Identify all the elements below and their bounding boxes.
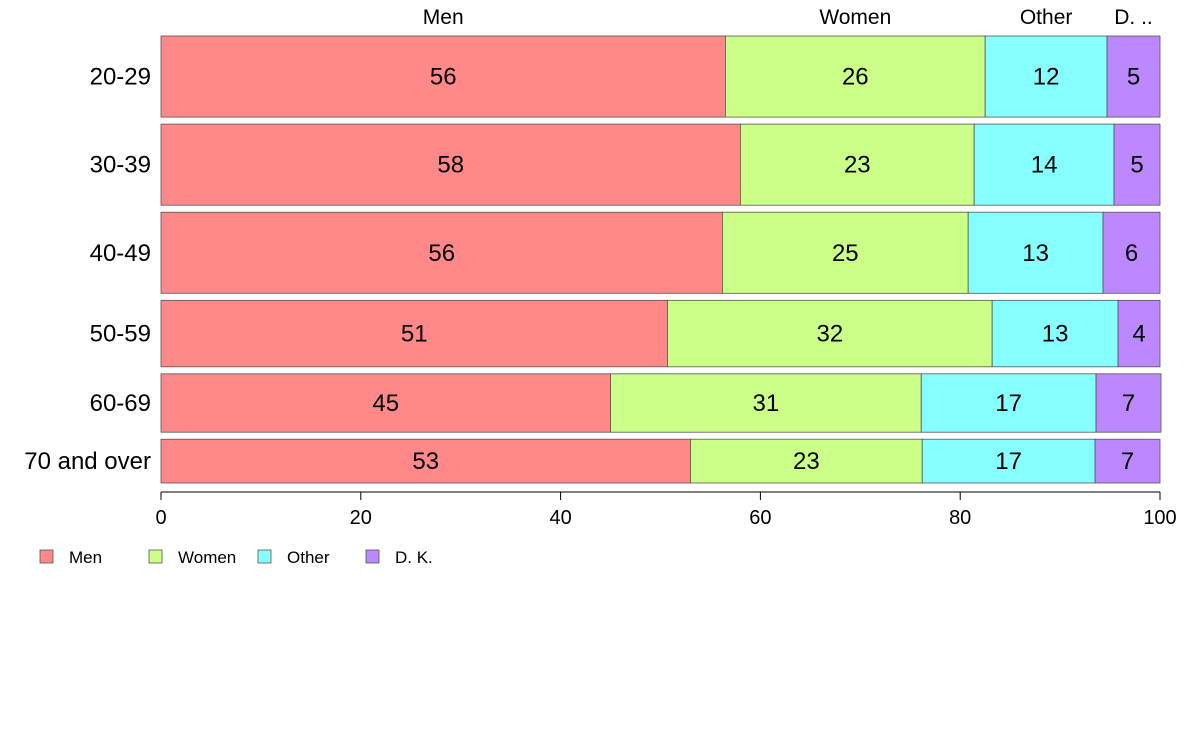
x-tick-label: 0: [155, 507, 166, 529]
bar-women-60-69: [610, 373, 922, 433]
bar-d-k-70-and-over: [1094, 438, 1161, 484]
data-label: 56: [428, 240, 455, 267]
x-tick-label: 60: [749, 507, 771, 529]
bar-men-30-39: [160, 123, 741, 206]
data-label: 4: [1132, 321, 1145, 348]
data-label: 13: [1022, 240, 1049, 267]
legend-label: Women: [178, 548, 236, 567]
column-header: Women: [819, 6, 891, 29]
category-label: 20-29: [90, 64, 151, 91]
bar-other-30-39: [973, 123, 1115, 206]
data-label: 6: [1125, 240, 1138, 267]
bar-other-50-59: [991, 299, 1119, 368]
data-label: 17: [995, 448, 1022, 475]
bar-other-70-and-over: [921, 438, 1096, 484]
x-tick-label: 80: [949, 507, 971, 529]
data-label: 25: [832, 240, 859, 267]
bar-women-30-39: [740, 123, 975, 206]
category-label: 60-69: [90, 390, 151, 417]
bar-women-50-59: [667, 299, 993, 368]
data-label: 26: [842, 64, 869, 91]
bar-other-60-69: [920, 373, 1097, 433]
x-tick-label: 20: [350, 507, 372, 529]
data-label: 32: [816, 321, 843, 348]
data-label: 23: [793, 448, 820, 475]
bar-d-k-50-59: [1117, 299, 1161, 368]
data-label: 56: [430, 64, 457, 91]
column-header: Other: [1020, 6, 1073, 29]
bar-men-20-29: [160, 35, 726, 118]
legend-label: Men: [69, 548, 102, 567]
x-tick-label: 40: [549, 507, 571, 529]
data-label: 5: [1130, 152, 1143, 179]
data-label: 53: [412, 448, 439, 475]
legend-swatch: [257, 549, 272, 564]
bar-women-40-49: [722, 211, 969, 294]
data-label: 14: [1031, 152, 1058, 179]
data-label: 45: [372, 390, 399, 417]
data-label: 12: [1033, 64, 1060, 91]
category-label: 70 and over: [24, 448, 151, 475]
data-label: 51: [401, 321, 428, 348]
bar-men-60-69: [160, 373, 611, 433]
category-label: 50-59: [90, 321, 151, 348]
bar-other-20-29: [984, 35, 1108, 118]
x-tick-label: 100: [1143, 507, 1176, 529]
data-label: 58: [437, 152, 464, 179]
column-header: Men: [423, 6, 464, 29]
column-header: D. ..: [1114, 6, 1153, 29]
bar-d-k-20-29: [1106, 35, 1161, 118]
data-label: 5: [1127, 64, 1140, 91]
bar-women-20-29: [725, 35, 986, 118]
legend-swatch: [365, 549, 380, 564]
legend-swatch: [39, 549, 54, 564]
data-label: 31: [753, 390, 780, 417]
bar-d-k-60-69: [1095, 373, 1162, 433]
category-label: 30-39: [90, 152, 151, 179]
bar-women-70-and-over: [690, 438, 923, 484]
bar-men-40-49: [160, 211, 723, 294]
legend-label: Other: [287, 548, 330, 567]
bar-men-70-and-over: [160, 438, 691, 484]
legend-label: D. K.: [395, 548, 433, 567]
data-label: 7: [1122, 390, 1135, 417]
bar-men-50-59: [160, 299, 668, 368]
bar-d-k-40-49: [1102, 211, 1161, 294]
data-label: 13: [1042, 321, 1069, 348]
data-label: 23: [844, 152, 871, 179]
bar-d-k-30-39: [1113, 123, 1161, 206]
category-label: 40-49: [90, 240, 151, 267]
data-label: 7: [1121, 448, 1134, 475]
data-label: 17: [995, 390, 1022, 417]
legend-swatch: [148, 549, 163, 564]
